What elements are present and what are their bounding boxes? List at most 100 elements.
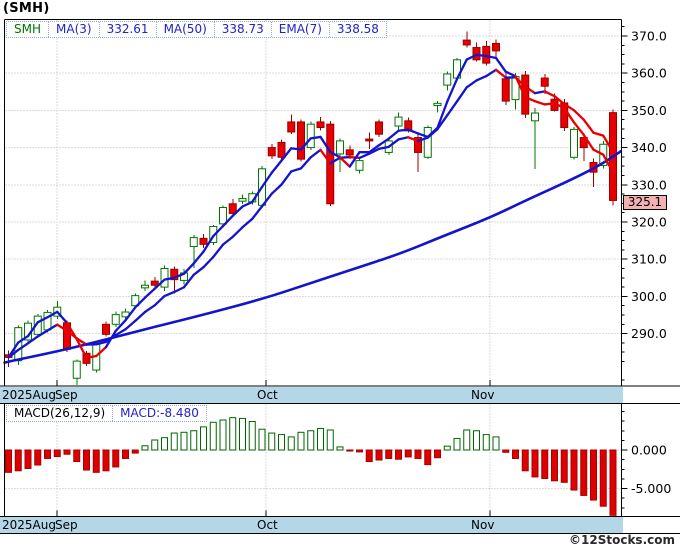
ema7-line: [494, 68, 507, 79]
macd-legend-value: MACD:-8.480: [112, 406, 206, 421]
ema7-line: [75, 337, 88, 346]
date-axis-main: 2025Aug Sep Oct Nov: [0, 387, 623, 403]
ma3-line: [582, 133, 595, 151]
ma3-line: [7, 341, 20, 359]
macd-bar: [122, 449, 129, 459]
macd-bar: [190, 430, 198, 451]
candlestick-body: [394, 116, 403, 127]
ma3-line: [348, 151, 361, 168]
last-price-flag: 325.1: [623, 195, 667, 210]
ema7-line: [95, 340, 108, 346]
legend-ma3-value: 332.61: [98, 22, 156, 37]
macd-bar: [307, 430, 315, 451]
macd-bar: [73, 449, 81, 463]
candlestick-body: [287, 121, 296, 133]
ema7-line: [153, 294, 166, 307]
ma3-line: [475, 53, 488, 58]
macd-legend-label: MACD(26,12,9): [14, 406, 106, 420]
candlestick-body: [238, 198, 247, 202]
ma3-line: [221, 214, 234, 228]
month-label: Nov: [471, 518, 495, 532]
candlestick-body: [33, 315, 42, 335]
ema7-line: [36, 329, 49, 338]
ma3-line: [377, 137, 390, 147]
price-tick-label: 310.0: [631, 252, 667, 267]
ma3-line: [163, 276, 176, 281]
candlestick-body: [111, 314, 120, 325]
ema7-line: [56, 323, 69, 332]
candlestick-body: [150, 280, 159, 286]
macd-bar: [219, 419, 227, 451]
ma3-line: [153, 278, 166, 290]
macd-bar: [434, 449, 441, 459]
candlestick-body: [131, 295, 140, 307]
macd-bar: [580, 449, 588, 496]
ema7-line: [455, 86, 468, 103]
ema7-line: [563, 102, 576, 112]
ma3-line: [202, 234, 215, 253]
macd-bar: [131, 449, 139, 454]
macd-bar: [414, 449, 422, 459]
price-tick-label: 340.0: [631, 140, 667, 155]
ma3-line: [572, 121, 585, 136]
ma3-line: [329, 150, 342, 159]
ema7-line: [192, 266, 205, 276]
ma3-line: [26, 321, 39, 338]
legend-symbol: SMH: [14, 22, 41, 36]
price-legend: SMH MA(3) 332.61 MA(50) 338.73 EMA(7) 33…: [6, 21, 387, 38]
ema7-line: [173, 286, 186, 294]
macd-bar: [512, 449, 519, 459]
macd-bar: [44, 449, 51, 459]
ma3-line: [407, 128, 420, 135]
ema7-line: [582, 118, 595, 134]
macd-bar: [541, 449, 549, 479]
price-tick-label: 320.0: [631, 215, 667, 230]
macd-bar: [336, 446, 344, 451]
price-tick-label: 330.0: [631, 177, 667, 192]
ma3-line: [319, 135, 332, 153]
legend-ema7-value: 338.58: [328, 22, 386, 37]
ema7-line: [202, 255, 215, 269]
candlestick-body: [345, 149, 354, 156]
ema7-line: [221, 235, 234, 246]
ma3-line: [212, 224, 225, 238]
ma3-line: [602, 153, 615, 174]
candlestick-body: [472, 47, 481, 61]
candlestick-body: [102, 323, 110, 335]
macd-bar: [170, 432, 178, 451]
date-axis-macd: 2025Aug Sep Oct Nov: [0, 517, 623, 533]
macd-bar: [161, 437, 168, 451]
macd-bar: [53, 449, 61, 458]
ma3-line: [397, 128, 410, 132]
candlestick-body: [414, 137, 422, 153]
ma3-line: [114, 319, 127, 333]
candlestick-body: [277, 141, 286, 158]
macd-bar: [92, 449, 100, 473]
ema7-line: [416, 136, 429, 143]
macd-bar: [200, 426, 207, 451]
ma3-line: [46, 310, 59, 319]
ema7-line: [319, 148, 332, 165]
candlestick-body: [501, 78, 510, 102]
candlestick-body: [375, 121, 383, 135]
ma3-line: [563, 106, 576, 124]
ma3-line: [504, 70, 517, 78]
ema7-line: [602, 134, 615, 153]
ma3-line: [338, 156, 351, 168]
ma3-line: [368, 144, 381, 154]
ema7-line: [270, 183, 283, 195]
ema7-line: [524, 85, 537, 95]
candlestick-body: [72, 360, 81, 379]
ema7-line: [212, 243, 225, 259]
ema7-line: [572, 109, 585, 121]
legend-ema7-label: EMA(7): [270, 22, 329, 37]
ma3-line: [455, 58, 468, 81]
macd-bar: [473, 430, 480, 451]
ema7-line: [397, 136, 410, 141]
ma3-line: [182, 262, 195, 275]
macd-tick-label: 0.000: [631, 443, 667, 458]
macd-bar: [14, 449, 22, 472]
ma3-line: [494, 56, 507, 73]
ema7-line: [543, 90, 556, 98]
candlestick-body: [209, 225, 218, 243]
